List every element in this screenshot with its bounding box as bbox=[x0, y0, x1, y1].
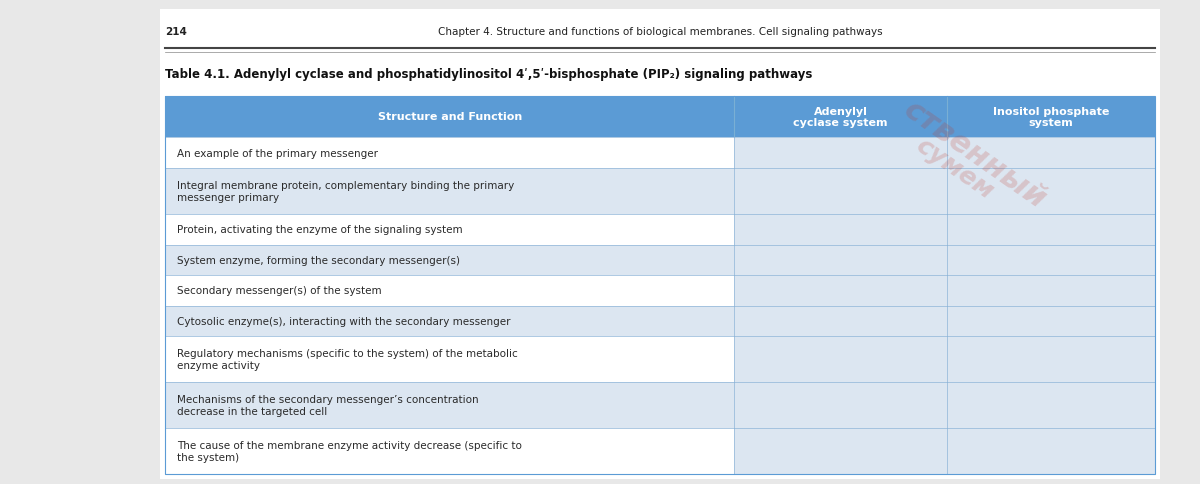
Text: Secondary messenger(s) of the system: Secondary messenger(s) of the system bbox=[178, 286, 382, 296]
Text: Adenylyl
cyclase system: Adenylyl cyclase system bbox=[793, 106, 888, 128]
FancyBboxPatch shape bbox=[734, 245, 947, 275]
FancyBboxPatch shape bbox=[734, 214, 947, 245]
FancyBboxPatch shape bbox=[734, 138, 947, 169]
FancyBboxPatch shape bbox=[166, 337, 734, 382]
FancyBboxPatch shape bbox=[947, 275, 1154, 306]
FancyBboxPatch shape bbox=[166, 138, 734, 169]
FancyBboxPatch shape bbox=[734, 306, 947, 337]
FancyBboxPatch shape bbox=[947, 138, 1154, 169]
FancyBboxPatch shape bbox=[734, 382, 947, 428]
Text: Chapter 4. Structure and functions of biological membranes. Cell signaling pathw: Chapter 4. Structure and functions of bi… bbox=[438, 27, 882, 37]
Text: Table 4.1. Adenylyl cyclase and phosphatidylinositol 4ʹ,5ʹ-bisphosphate (PIP₂) s: Table 4.1. Adenylyl cyclase and phosphat… bbox=[166, 68, 812, 81]
FancyBboxPatch shape bbox=[947, 214, 1154, 245]
FancyBboxPatch shape bbox=[734, 275, 947, 306]
Text: Regulatory mechanisms (specific to the system) of the metabolic
enzyme activity: Regulatory mechanisms (specific to the s… bbox=[178, 349, 517, 370]
FancyBboxPatch shape bbox=[947, 428, 1154, 474]
Text: Structure and Function: Structure and Function bbox=[378, 112, 522, 122]
Text: An example of the primary messenger: An example of the primary messenger bbox=[178, 149, 378, 158]
FancyBboxPatch shape bbox=[947, 337, 1154, 382]
Text: Cytosolic enzyme(s), interacting with the secondary messenger: Cytosolic enzyme(s), interacting with th… bbox=[178, 317, 510, 326]
FancyBboxPatch shape bbox=[947, 306, 1154, 337]
Text: сумем: сумем bbox=[911, 133, 998, 204]
FancyBboxPatch shape bbox=[166, 96, 1154, 138]
Text: ственный: ственный bbox=[898, 94, 1051, 214]
Text: System enzyme, forming the secondary messenger(s): System enzyme, forming the secondary mes… bbox=[178, 256, 460, 265]
FancyBboxPatch shape bbox=[166, 306, 734, 337]
FancyBboxPatch shape bbox=[166, 428, 734, 474]
Text: Mechanisms of the secondary messenger’s concentration
decrease in the targeted c: Mechanisms of the secondary messenger’s … bbox=[178, 394, 479, 416]
FancyBboxPatch shape bbox=[947, 382, 1154, 428]
FancyBboxPatch shape bbox=[947, 169, 1154, 214]
Text: Inositol phosphate
system: Inositol phosphate system bbox=[992, 106, 1109, 128]
FancyBboxPatch shape bbox=[734, 337, 947, 382]
FancyBboxPatch shape bbox=[947, 245, 1154, 275]
FancyBboxPatch shape bbox=[160, 10, 1160, 479]
FancyBboxPatch shape bbox=[734, 169, 947, 214]
FancyBboxPatch shape bbox=[166, 245, 734, 275]
FancyBboxPatch shape bbox=[734, 428, 947, 474]
FancyBboxPatch shape bbox=[166, 382, 734, 428]
Text: The cause of the membrane enzyme activity decrease (specific to
the system): The cause of the membrane enzyme activit… bbox=[178, 440, 522, 462]
Text: 214: 214 bbox=[166, 27, 187, 37]
Text: Integral membrane protein, complementary binding the primary
messenger primary: Integral membrane protein, complementary… bbox=[178, 181, 515, 202]
FancyBboxPatch shape bbox=[166, 169, 734, 214]
FancyBboxPatch shape bbox=[166, 214, 734, 245]
Text: Protein, activating the enzyme of the signaling system: Protein, activating the enzyme of the si… bbox=[178, 225, 463, 235]
FancyBboxPatch shape bbox=[166, 275, 734, 306]
